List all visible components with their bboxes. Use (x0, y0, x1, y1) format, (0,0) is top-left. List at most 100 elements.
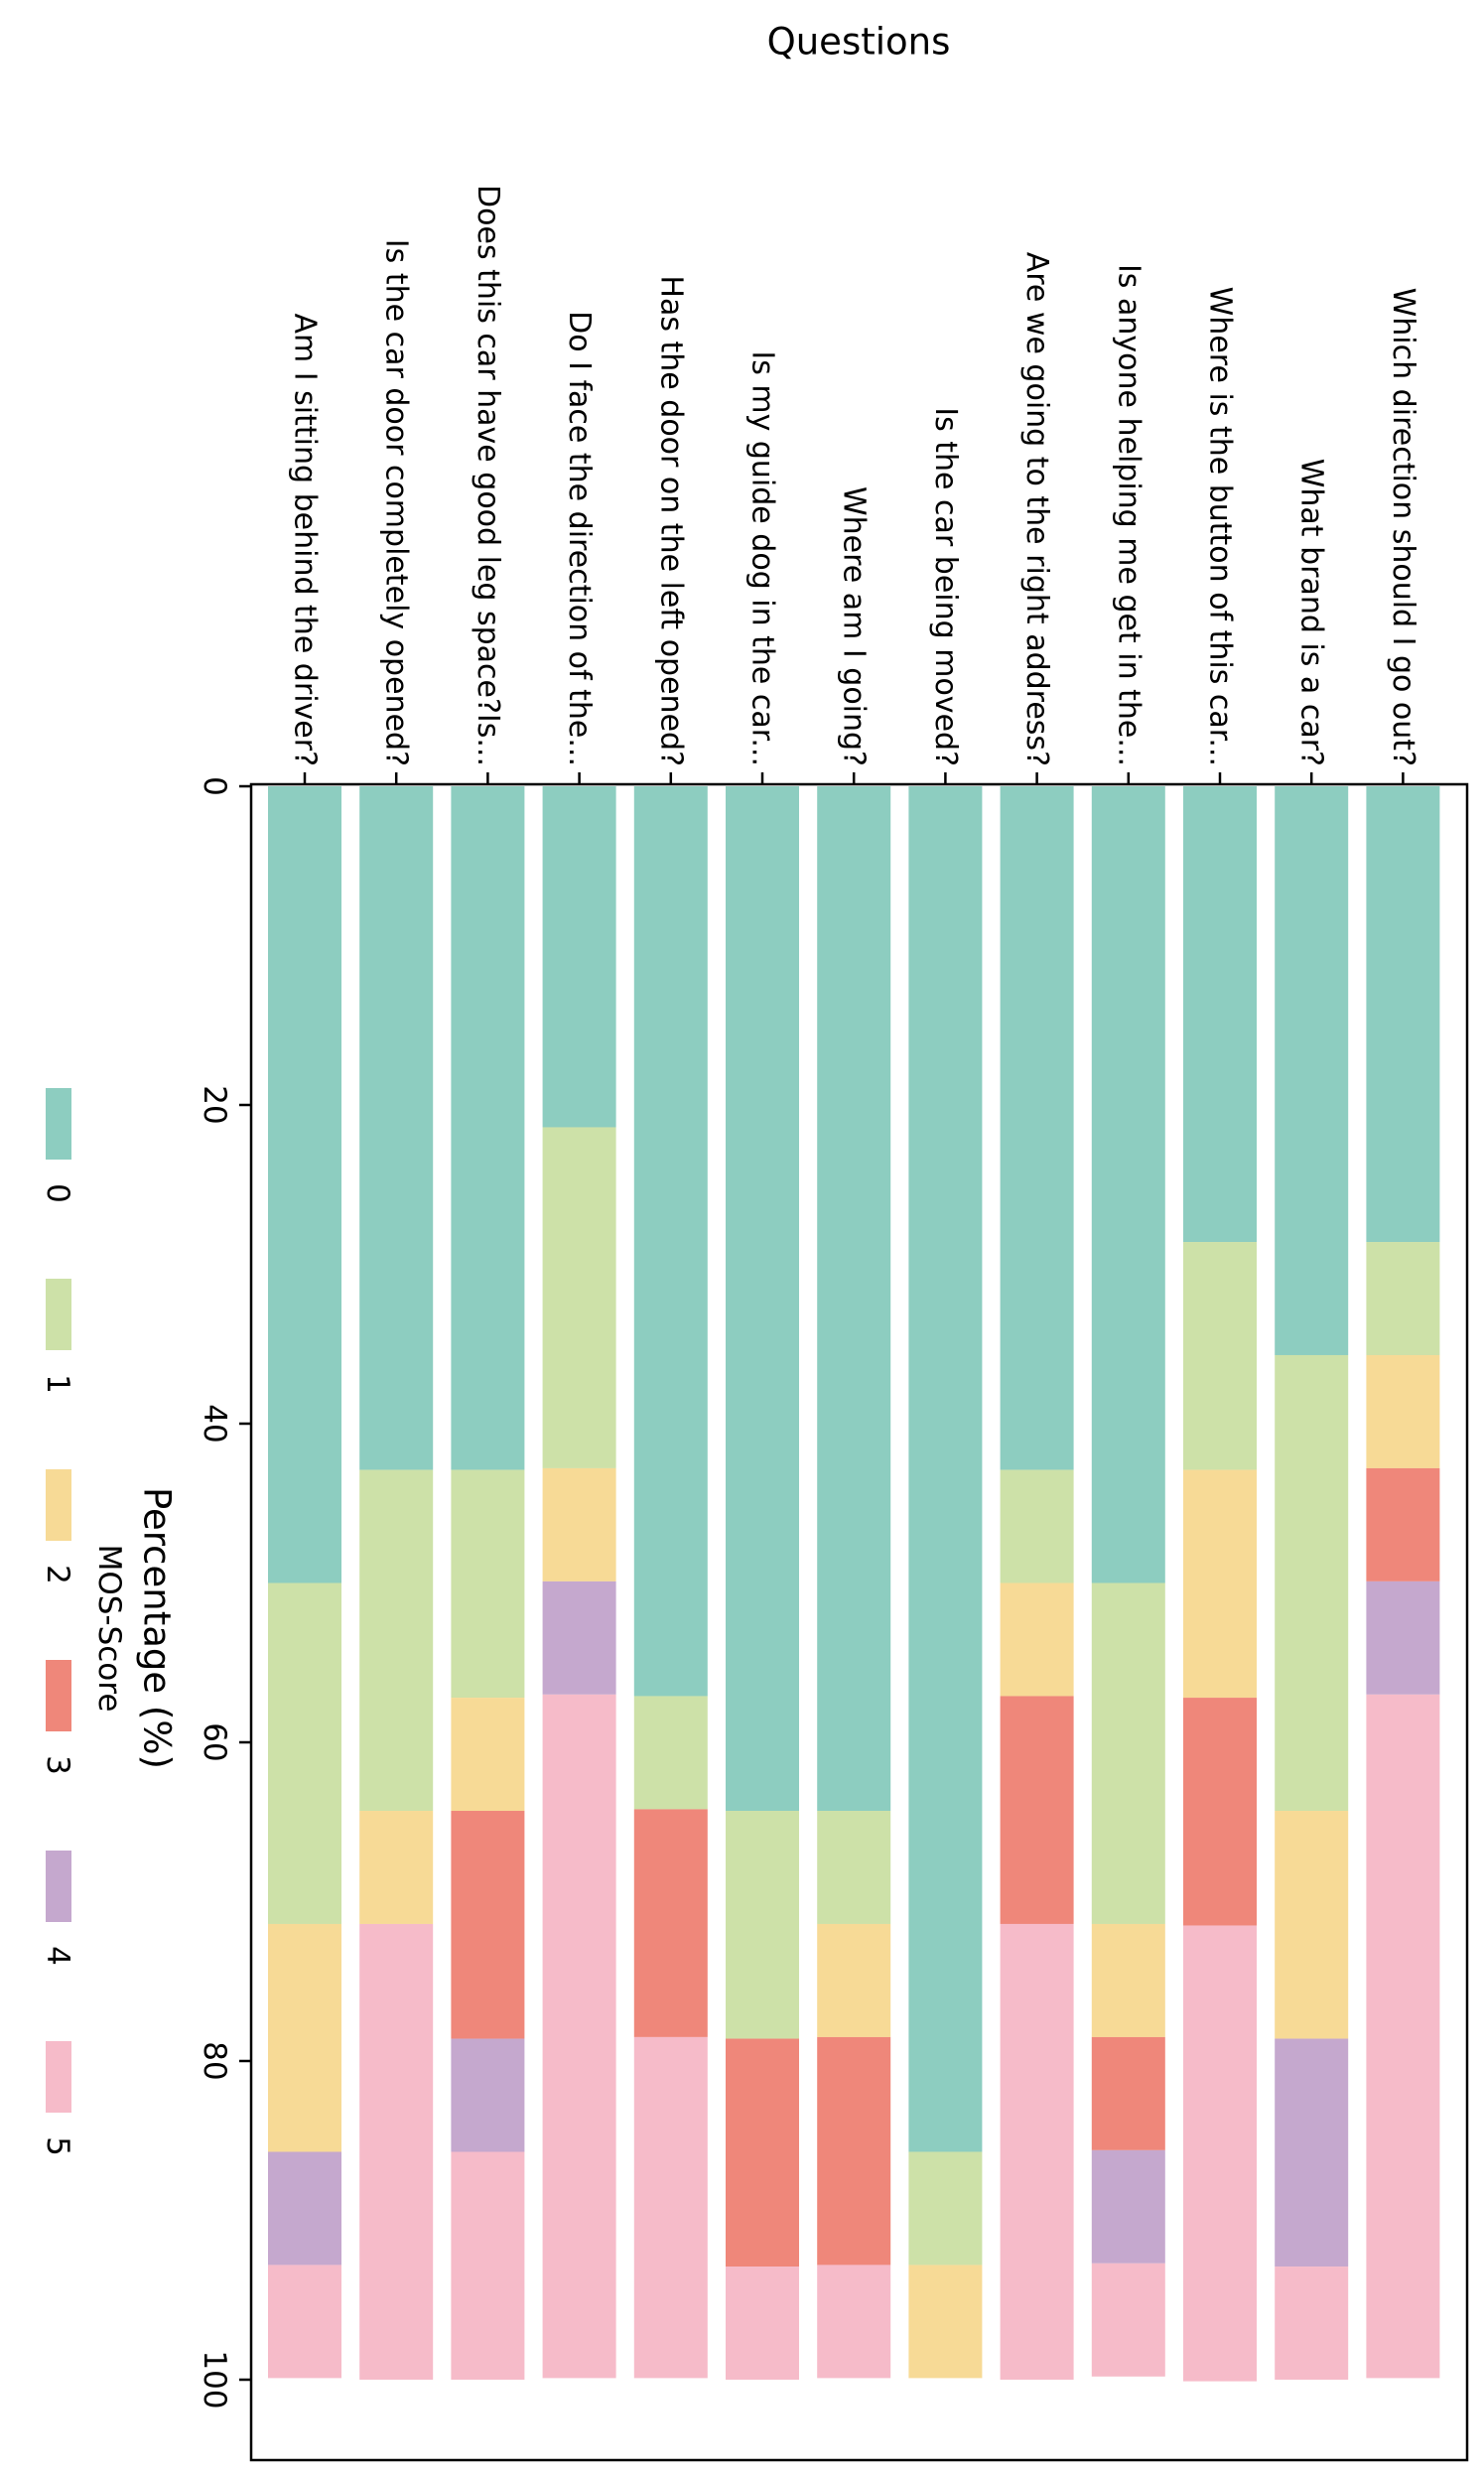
bar-segment-q10-score-0 (1091, 786, 1165, 1583)
bar-segment-q11-score-2 (1183, 1469, 1257, 1699)
bar-segment-q3-score-1 (451, 1469, 525, 1699)
legend-label-score-2: 2 (40, 1565, 75, 1584)
bar-segment-q12-score-0 (1275, 786, 1349, 1355)
percentage-tick-label: 0 (197, 776, 232, 796)
question-label: Which direction should I go out? (1386, 288, 1420, 766)
percentage-tick-label: 40 (197, 1404, 232, 1443)
bar-segment-q8-score-2 (908, 2265, 983, 2379)
bar-segment-q3-score-0 (451, 786, 525, 1470)
bar-segment-q9-score-3 (1000, 1696, 1074, 1924)
bar-segment-q2-score-1 (359, 1469, 434, 1812)
question-label: Is the car being moved? (928, 407, 963, 766)
bar-segment-q7-score-2 (817, 1923, 891, 2037)
bar-segment-q2-score-2 (359, 1811, 434, 1924)
bar-segment-q9-score-1 (1000, 1469, 1074, 1583)
legend-label-score-5: 5 (40, 2136, 75, 2156)
bar-segment-q13-score-3 (1366, 1467, 1440, 1581)
question-label: Do I face the direction of the... (562, 311, 597, 766)
question-label: Has the door on the left opened? (653, 275, 688, 766)
bar-segment-q12-score-2 (1275, 1811, 1349, 2039)
bar-segment-q13-score-1 (1366, 1242, 1440, 1355)
bar-segment-q7-score-0 (817, 786, 891, 1812)
legend: MOS-Score 0 1 2 3 4 5 (40, 1088, 127, 2156)
bar-segment-q7-score-3 (817, 2036, 891, 2266)
bar-segment-q8-score-0 (908, 786, 983, 2152)
bar-segment-q13-score-0 (1366, 786, 1440, 1243)
percentage-tick-label: 80 (197, 2041, 232, 2080)
bar-segment-q13-score-5 (1366, 1694, 1440, 2379)
question-label: Where is the button of this car... (1203, 287, 1238, 766)
bar-segment-q11-score-1 (1183, 1242, 1257, 1470)
bar-segment-q5-score-5 (633, 2036, 708, 2379)
bar-segment-q6-score-0 (726, 786, 799, 1812)
bar-segment-q1-score-5 (268, 2265, 341, 2379)
legend-swatch-score-4 (46, 1851, 71, 1922)
bar-segment-q4-score-4 (542, 1581, 616, 1695)
bar-segment-q10-score-2 (1091, 1923, 1165, 2037)
question-label: Is anyone helping me get in the... (1111, 264, 1146, 766)
bar-segment-q10-score-5 (1091, 2263, 1165, 2377)
bar-segment-q12-score-1 (1275, 1354, 1349, 1812)
bar-segment-q5-score-0 (633, 786, 708, 1697)
bar-segment-q9-score-2 (1000, 1582, 1074, 1697)
bar-segment-q11-score-3 (1183, 1698, 1257, 1926)
legend-label-score-4: 4 (40, 1946, 75, 1966)
legend-label-score-1: 1 (40, 1374, 75, 1394)
questions-axis: Am I sitting behind the driver? Is the ca… (288, 185, 1420, 784)
legend-title: MOS-Score (91, 1545, 127, 1713)
question-label: Are we going to the right address? (1019, 252, 1054, 766)
bar-segment-q3-score-2 (451, 1698, 525, 1812)
bar-segment-q12-score-5 (1275, 2267, 1349, 2380)
bar-segment-q6-score-5 (726, 2267, 799, 2380)
plot-frame (249, 782, 1469, 2462)
bar-segment-q1-score-1 (268, 1582, 341, 1924)
bar-segment-q3-score-3 (451, 1811, 525, 2039)
bar-segment-q5-score-3 (633, 1809, 708, 2037)
legend-swatch-score-0 (46, 1088, 71, 1160)
percentage-tick-label: 60 (197, 1722, 232, 1761)
percentage-tick-label: 20 (197, 1085, 232, 1124)
legend-swatch-score-1 (46, 1279, 71, 1350)
bar-segment-q11-score-5 (1183, 1925, 1257, 2382)
questions-axis-title: Questions (767, 21, 951, 64)
bar-segment-q4-score-1 (542, 1127, 616, 1468)
bar-segment-q10-score-3 (1091, 2036, 1165, 2150)
bar-segment-q13-score-4 (1366, 1581, 1440, 1695)
bar-segment-q6-score-1 (726, 1811, 799, 2039)
bar-segment-q2-score-0 (359, 786, 434, 1470)
bar-segment-q12-score-4 (1275, 2038, 1349, 2268)
bar-segment-q1-score-2 (268, 1923, 341, 2152)
question-label: Where am I going? (837, 486, 872, 766)
question-label: Is the car door completely opened? (379, 239, 414, 766)
legend-label-score-3: 3 (40, 1755, 75, 1775)
bar-segment-q1-score-4 (268, 2151, 341, 2266)
bar-segment-q1-score-0 (268, 786, 341, 1583)
legend-label-score-0: 0 (40, 1183, 75, 1203)
bar-segment-q8-score-1 (908, 2151, 983, 2266)
bar-segment-q11-score-0 (1183, 786, 1257, 1243)
question-label: Am I sitting behind the driver? (288, 314, 323, 766)
bar-segment-q4-score-0 (542, 786, 616, 1128)
bar-segment-q9-score-5 (1000, 1923, 1074, 2380)
bar-segment-q5-score-1 (633, 1696, 708, 1810)
bar-segment-q10-score-1 (1091, 1582, 1165, 1924)
bar-segment-q7-score-5 (817, 2265, 891, 2379)
question-label: Is my guide dog in the car... (745, 350, 780, 766)
percentage-axis-title: Percentage (%) (136, 1487, 179, 1769)
legend-swatch-score-5 (46, 2041, 71, 2113)
bar-segment-q4-score-5 (542, 1694, 616, 2379)
bar-segment-q13-score-2 (1366, 1354, 1440, 1468)
question-label: What brand is a car? (1294, 459, 1329, 766)
legend-swatch-score-2 (46, 1469, 71, 1541)
bar-segment-q4-score-2 (542, 1467, 616, 1581)
bar-segment-q6-score-3 (726, 2038, 799, 2268)
bar-segment-q2-score-5 (359, 1923, 434, 2380)
percentage-axis: 0 20 40 60 80 100 (197, 776, 251, 2409)
legend-swatch-score-3 (46, 1660, 71, 1731)
question-label: Does this car have good leg space?Is... (471, 185, 505, 766)
bar-segment-q3-score-4 (451, 2038, 525, 2152)
bar-segment-q7-score-1 (817, 1811, 891, 1924)
bar-segment-q9-score-0 (1000, 786, 1074, 1470)
bar-segment-q10-score-4 (1091, 2149, 1165, 2264)
